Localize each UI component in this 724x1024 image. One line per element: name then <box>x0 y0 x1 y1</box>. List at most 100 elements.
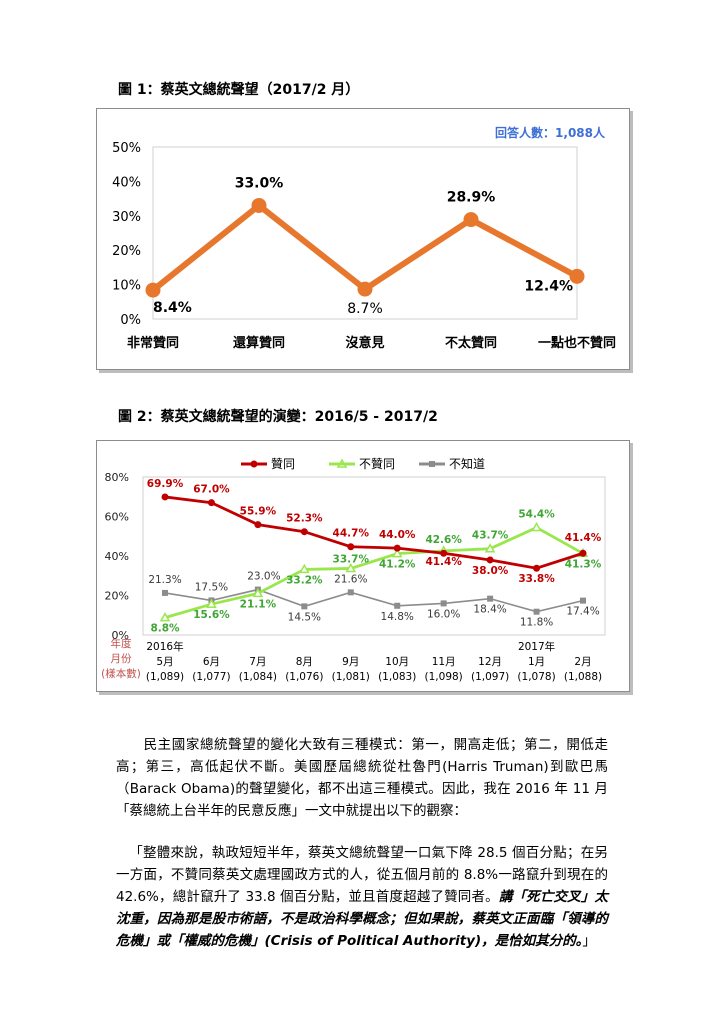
data-point <box>533 608 540 615</box>
data-label: 15.6% <box>193 609 230 621</box>
y-tick-label: 0% <box>112 629 129 642</box>
data-point <box>531 522 542 532</box>
x-tick-label: 2月 <box>574 656 591 668</box>
x-tick-label: 還算贊同 <box>233 335 285 351</box>
data-point <box>207 499 215 507</box>
legend-marker <box>336 458 348 468</box>
figure1-chart: 回答人數：1,088人 0% 10% 20% 30% 40% 50% 非常贊同 還算贊同 沒意見… <box>112 125 616 351</box>
data-point <box>347 543 355 551</box>
row-label: (樣本數) <box>101 667 141 680</box>
quote-emphasis-text: 講「死亡交叉」太沈重，因為那是股市術語，不是政治科學概念；但如果說，蔡英文正面臨… <box>116 889 609 949</box>
sample-size-label: (1,097) <box>471 671 509 683</box>
data-label: 21.1% <box>240 598 277 610</box>
data-label: 11.8% <box>520 617 553 629</box>
row-label: 年度 <box>111 637 132 650</box>
approval-line <box>151 202 579 293</box>
data-point <box>440 549 448 557</box>
y-tick-label: 40% <box>105 550 129 563</box>
data-label: 41.3% <box>565 558 602 570</box>
data-point <box>206 598 217 608</box>
x-tick-label: 9月 <box>342 656 359 668</box>
data-label: 44.0% <box>379 529 416 541</box>
data-label: 38.0% <box>472 565 509 577</box>
figure2-panel: 0% 20% 40% 60% 80% 贊同 不贊同 不知道 年度 月份 (樣本數) 2016年 2017… <box>96 440 630 692</box>
x-tick-label: 沒意見 <box>345 335 384 351</box>
year-label: 2017年 <box>518 640 555 653</box>
data-label: 16.0% <box>427 608 460 620</box>
y-tick-label: 80% <box>105 471 129 484</box>
data-point <box>252 587 264 598</box>
x-tick-label: 12月 <box>478 656 502 668</box>
sample-size-label: (1,076) <box>285 671 323 683</box>
y-tick-label: 20% <box>112 244 141 259</box>
x-tick-label: 10月 <box>385 656 409 668</box>
sample-size-label: (1,098) <box>425 671 463 683</box>
paragraph-models: 民主國家總統聲望的變化大致有三種模式：第一，開高走低；第二，開低走高；第三，高低… <box>116 734 608 822</box>
legend-marker <box>250 460 258 468</box>
data-point <box>357 281 373 297</box>
year-label: 2016年 <box>146 640 183 653</box>
data-label: 21.6% <box>334 573 367 585</box>
data-label: 17.4% <box>566 606 599 618</box>
sample-size-label: (1,083) <box>378 671 416 683</box>
data-point <box>579 549 587 557</box>
y-tick-label: 60% <box>105 511 129 524</box>
legend-marker <box>429 461 435 467</box>
data-label: 33.8% <box>518 573 555 585</box>
data-point <box>161 493 169 501</box>
data-point <box>486 556 494 564</box>
x-tick-label: 7月 <box>249 656 266 668</box>
respondents-count: 回答人數：1,088人 <box>495 125 606 140</box>
data-label: 42.6% <box>425 534 462 546</box>
sample-size-label: (1,078) <box>517 671 555 683</box>
data-label: 69.9% <box>147 478 184 490</box>
sample-size-label: (1,084) <box>239 671 277 683</box>
y-tick-label: 50% <box>112 141 141 156</box>
data-point <box>347 589 354 596</box>
x-tick-label: 6月 <box>203 656 220 668</box>
x-tick-label: 不太贊同 <box>445 335 497 351</box>
y-tick-label: 20% <box>105 590 129 603</box>
data-label: 44.7% <box>333 528 370 540</box>
data-point <box>162 589 168 596</box>
data-label: 12.4% <box>524 278 573 294</box>
data-point <box>391 548 403 558</box>
data-point <box>394 602 401 609</box>
data-label: 8.4% <box>153 300 192 316</box>
series-line <box>164 588 584 613</box>
data-label: 28.9% <box>447 190 496 206</box>
sample-size-label: (1,077) <box>192 671 230 683</box>
sample-size-label: (1,081) <box>332 671 370 683</box>
data-label: 41.4% <box>565 532 602 544</box>
x-tick-label: 一點也不贊同 <box>538 335 616 351</box>
data-point <box>345 562 357 573</box>
data-label: 33.0% <box>235 175 284 191</box>
data-label: 41.2% <box>379 559 416 571</box>
quote-plain-text: 「整體來說，執政短短半年，蔡英文總統聲望一口氣下降 28.5 個百分點；在另一方… <box>116 845 608 905</box>
plot-area <box>142 476 606 636</box>
data-point <box>159 612 171 622</box>
data-label: 18.4% <box>473 604 506 616</box>
data-label: 21.3% <box>148 574 181 586</box>
y-tick-label: 10% <box>112 279 141 294</box>
data-point <box>254 521 262 529</box>
data-label: 52.3% <box>286 513 323 525</box>
data-point <box>484 543 496 553</box>
data-label: 41.4% <box>425 556 462 568</box>
x-tick-label: 非常贊同 <box>127 335 179 351</box>
x-tick-label: 1月 <box>528 656 545 668</box>
data-label: 67.0% <box>193 484 230 496</box>
x-tick-label: 11月 <box>432 656 456 668</box>
y-tick-label: 0% <box>120 313 141 328</box>
data-point <box>300 528 308 536</box>
sample-size-label: (1,088) <box>564 671 602 683</box>
legend-label: 不知道 <box>449 457 485 471</box>
figure1-panel: 回答人數：1,088人 0% 10% 20% 30% 40% 50% 非常贊同 還算贊同 沒意見… <box>96 108 630 370</box>
paragraph-models-text: 民主國家總統聲望的變化大致有三種模式：第一，開高走低；第二，開低走高；第三，高低… <box>116 737 608 819</box>
data-point <box>251 197 267 213</box>
data-label: 33.7% <box>333 553 370 565</box>
legend-label: 贊同 <box>271 457 295 471</box>
data-point <box>569 268 585 284</box>
data-point <box>393 544 401 552</box>
figure1-title: 圖 1：蔡英文總統聲望（2017/2 月） <box>118 82 360 98</box>
